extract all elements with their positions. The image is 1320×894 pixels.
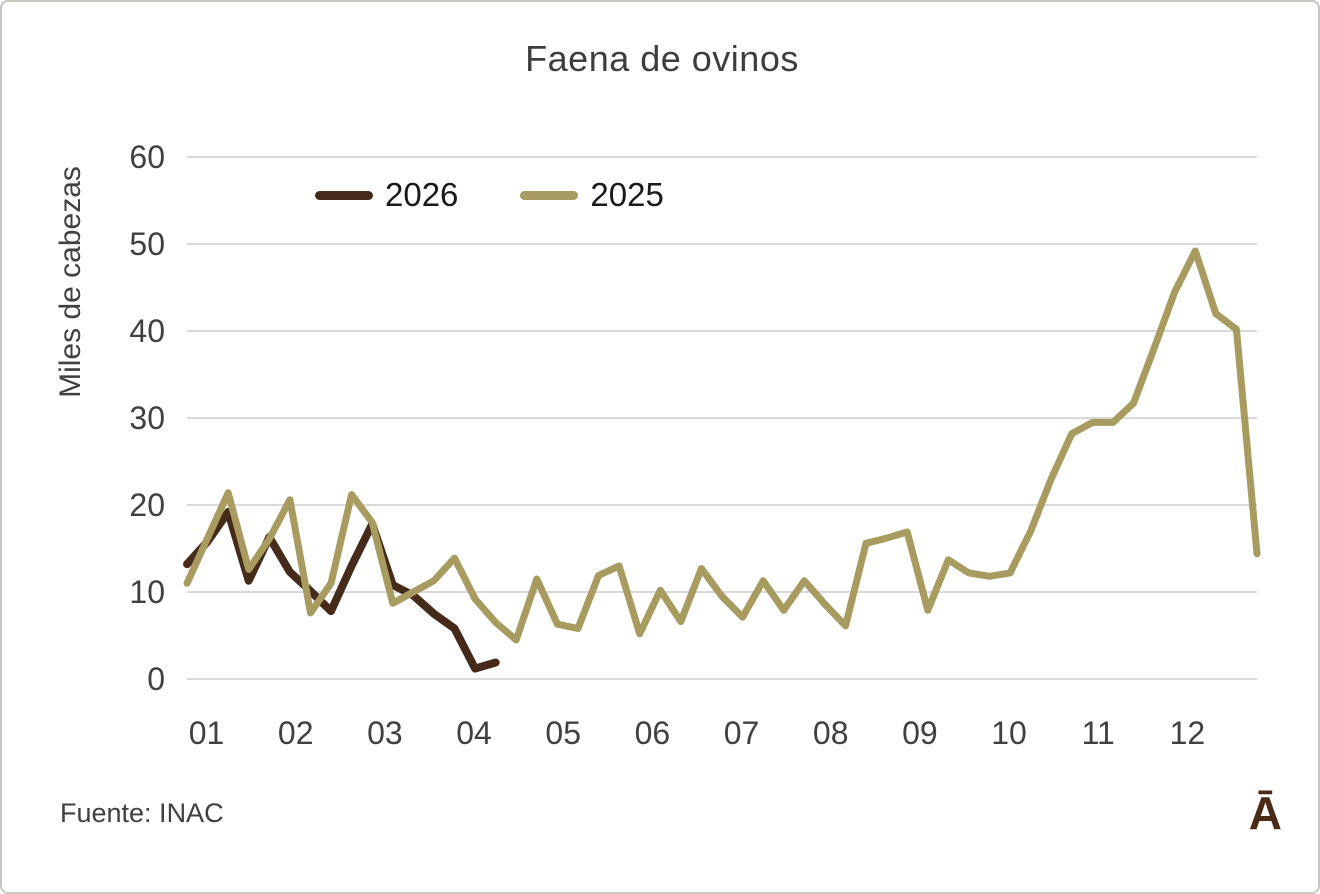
legend-swatch-2026 (315, 190, 373, 200)
svg-text:60: 60 (129, 139, 165, 175)
svg-text:Miles de cabezas: Miles de cabezas (54, 166, 87, 398)
svg-text:0: 0 (147, 661, 165, 697)
svg-text:01: 01 (189, 715, 225, 751)
svg-text:03: 03 (367, 715, 403, 751)
svg-text:20: 20 (129, 487, 165, 523)
svg-text:10: 10 (991, 715, 1027, 751)
svg-text:40: 40 (129, 313, 165, 349)
svg-text:08: 08 (813, 715, 849, 751)
legend-label-2026: 2026 (385, 176, 459, 213)
page-title: Faena de ovinos (525, 38, 799, 79)
svg-text:10: 10 (129, 574, 165, 610)
chart-legend: 2026 2025 (315, 176, 664, 214)
svg-text:50: 50 (129, 226, 165, 262)
svg-text:30: 30 (129, 400, 165, 436)
svg-text:04: 04 (456, 715, 492, 751)
brand-logo-icon: Ā (1248, 787, 1282, 839)
svg-text:12: 12 (1170, 715, 1206, 751)
svg-text:05: 05 (545, 715, 581, 751)
svg-text:09: 09 (902, 715, 938, 751)
legend-swatch-2025 (520, 190, 579, 200)
legend-item-2025: 2025 (520, 176, 664, 214)
svg-text:02: 02 (278, 715, 314, 751)
legend-item-2026: 2026 (315, 176, 458, 214)
svg-text:07: 07 (724, 715, 760, 751)
svg-text:11: 11 (1082, 715, 1115, 751)
legend-label-2025: 2025 (590, 176, 664, 213)
source-note: Fuente: INAC (60, 798, 224, 828)
svg-text:06: 06 (635, 715, 671, 751)
